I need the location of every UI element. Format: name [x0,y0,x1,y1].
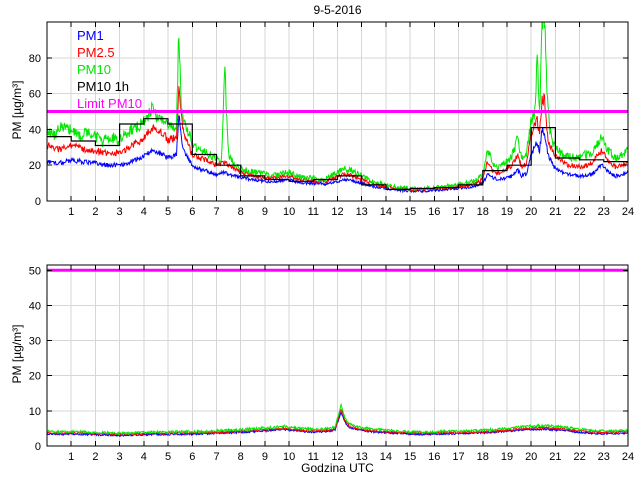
x-tick-label: 17 [452,451,464,463]
x-tick-label: 2 [92,206,98,218]
x-tick-label: 4 [141,206,147,218]
y-tick-label: 20 [29,371,41,383]
y-axis-label-top: PM [µg/m³] [10,80,24,140]
legend-item-pm10: PM10 [77,62,111,77]
x-tick-label: 3 [117,451,123,463]
x-tick-label: 3 [117,206,123,218]
x-tick-label: 11 [308,206,319,218]
x-tick-label: 5 [165,451,171,463]
x-tick-label: 24 [622,206,634,218]
x-tick-label: 9 [262,451,268,463]
x-tick-label: 24 [622,451,634,463]
panel-bottom: 1 2 3 4 5 6 7 8 9 10 11 12 13 14 15 16 17 18 19 20 21 22 23 240… [29,264,634,463]
y-tick-label: 20 [29,160,41,172]
x-tick-label: 19 [501,451,513,463]
plot-area-bottom [47,402,628,438]
x-tick-label: 1 [68,451,74,463]
x-tick-label: 13 [356,451,368,463]
y-tick-label: 50 [29,265,41,277]
x-tick-label: 2 [92,451,98,463]
x-tick-label: 22 [573,451,585,463]
legend-item-pm10-1h: PM10 1h [77,79,130,94]
plot-area-top [47,22,628,194]
ticks-bottom [47,265,629,447]
x-tick-label: 4 [141,451,147,463]
x-tick-label: 6 [189,206,195,218]
legend: PM1 PM2.5 PM10 PM10 1h Limit PM10 [77,27,142,112]
x-tick-label: 13 [356,206,368,218]
y-tick-label: 30 [29,336,41,348]
x-tick-label: 20 [525,451,537,463]
x-tick-label: 14 [380,451,392,463]
x-tick-label: 1 [68,206,74,218]
x-tick-label: 10 [283,451,295,463]
x-tick-label: 7 [213,451,219,463]
panel-top: 1 2 3 4 5 6 7 8 9 10 11 12 13 14 15 16 17 18 19 20 21 22 23 240… [29,21,634,218]
x-tick-label: 18 [477,451,489,463]
legend-item-pm1: PM1 [77,28,104,43]
x-tick-label: 15 [404,451,416,463]
ticks-top [47,22,629,202]
x-tick-label: 14 [380,206,392,218]
y-tick-label: 40 [29,300,41,312]
y-tick-label: 10 [29,406,41,418]
x-tick-label: 19 [501,206,513,218]
x-tick-label: 18 [477,206,489,218]
series-pm25-bottom [47,409,628,437]
series-pm10-bottom [47,402,628,436]
x-tick-label: 21 [549,451,561,463]
x-axis-label: Godzina UTC [301,461,374,475]
tick-labels-bottom: 1 2 3 4 5 6 7 8 9 10 11 12 13 14 15 16 17 18 19 20 21 22 23 240… [29,265,634,463]
x-tick-label: 8 [238,206,244,218]
legend-item-pm2-5: PM2.5 [77,45,115,60]
x-tick-label: 12 [331,451,343,463]
x-tick-label: 12 [331,206,343,218]
series-pm10-1h-stairs [47,118,628,190]
chart-title: 9-5-2016 [313,3,362,17]
y-tick-label: 40 [29,124,41,136]
x-tick-label: 21 [549,206,561,218]
x-tick-label: 11 [308,451,319,463]
y-tick-label: 80 [29,53,41,65]
tick-labels-top: 1 2 3 4 5 6 7 8 9 10 11 12 13 14 15 16 17 18 19 20 21 22 23 240… [29,53,634,218]
legend-item-limit-pm10: Limit PM10 [77,96,143,111]
x-tick-label: 6 [189,451,195,463]
x-tick-label: 10 [283,206,295,218]
y-tick-label: 0 [35,441,41,453]
x-tick-label: 15 [404,206,416,218]
x-tick-label: 20 [525,206,537,218]
y-tick-label: 60 [29,89,41,101]
y-axis-label-bottom: PM [µg/m³] [10,324,24,384]
x-tick-label: 16 [428,206,440,218]
x-tick-label: 23 [598,206,610,218]
x-tick-label: 23 [598,451,610,463]
x-tick-label: 8 [238,451,244,463]
series-pm10-top [47,22,628,192]
x-tick-label: 16 [428,451,440,463]
x-tick-label: 22 [573,206,585,218]
y-tick-label: 0 [35,196,41,208]
x-tick-label: 9 [262,206,268,218]
x-tick-label: 5 [165,206,171,218]
x-tick-label: 17 [452,206,464,218]
x-tick-label: 7 [213,206,219,218]
